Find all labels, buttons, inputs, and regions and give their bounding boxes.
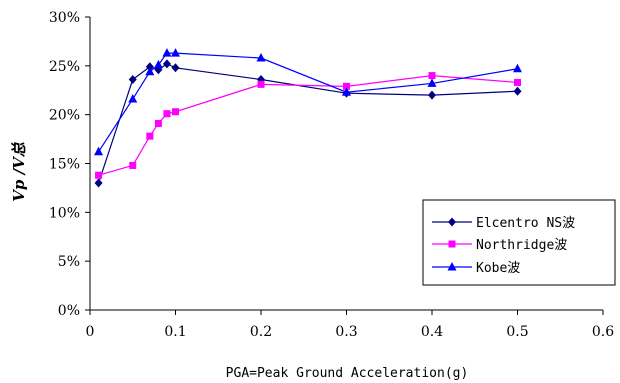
legend-label: Kobe波 [476,261,520,276]
legend: Elcentro NS波 Northridge波 Kobe波 [422,199,616,286]
y-axis-label: Vp /V总 [10,141,28,201]
data-point [514,78,521,86]
y-tick-label: 20% [49,108,80,124]
legend-item: Kobe波 [432,261,520,276]
data-point [153,59,163,69]
data-point [128,75,137,85]
data-point [162,48,172,57]
x-tick-label: 0.4 [421,324,443,340]
data-point [163,110,171,118]
legend-marker [448,240,456,248]
data-point [427,78,437,87]
x-tick-label: 0.1 [164,324,186,340]
y-tick-label: 5% [58,254,80,270]
y-axis-ticks: 0% 5% 10% 15% 20% 25% 30% [49,10,90,319]
legend-label: Elcentro NS波 [476,216,575,231]
series-layer [94,48,522,188]
data-point [342,87,351,96]
series-triangle [94,48,522,156]
data-point [128,94,138,103]
data-point [428,90,436,100]
x-tick-label: 0.5 [506,324,528,340]
data-point [172,108,179,116]
data-point [145,66,155,76]
data-point [256,53,266,62]
x-tick-label: 0 [86,324,95,340]
data-point [94,146,104,156]
data-point [95,171,103,179]
series-line [97,63,518,184]
data-point [154,119,162,127]
legend-label: Northridge波 [476,238,567,253]
data-point [171,48,180,57]
x-axis-label: PGA=Peak Ground Acceleration(g) [226,366,469,381]
y-tick-label: 10% [49,205,80,221]
y-tick-label: 25% [49,59,80,75]
data-point [146,132,154,140]
x-tick-label: 0.2 [250,324,272,340]
series-line [98,52,518,153]
legend-marker [448,217,456,227]
data-point [257,80,265,88]
x-axis-ticks: 0 0.1 0.2 0.3 0.4 0.5 0.6 [86,310,614,340]
y-tick-label: 15% [49,157,80,173]
data-point [428,72,436,80]
legend-item: Elcentro NS波 [432,216,575,231]
series-line [98,74,518,176]
data-point [129,161,137,169]
y-tick-label: 0% [58,303,80,319]
x-tick-label: 0.3 [335,324,357,340]
data-point [162,59,171,69]
data-point [513,63,522,73]
x-tick-label: 0.6 [592,324,614,340]
data-point [171,63,180,73]
legend-items: Elcentro NS波 Northridge波 Kobe波 [432,216,575,276]
legend-item: Northridge波 [432,238,567,253]
series-square [95,72,521,179]
data-point [94,178,103,188]
data-point [513,86,522,96]
y-tick-label: 30% [49,10,80,26]
legend-marker [447,262,457,271]
data-point [343,82,350,90]
